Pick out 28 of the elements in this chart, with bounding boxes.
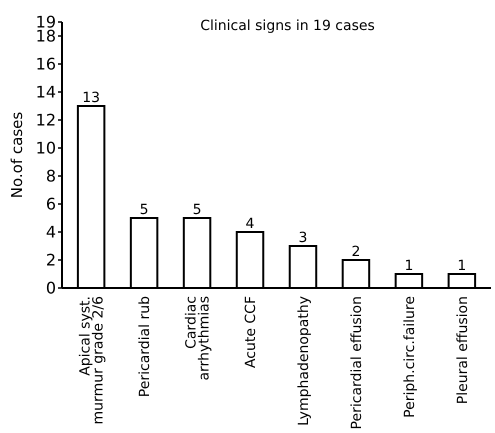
y-tick-label: 16 <box>36 54 56 74</box>
x-tick-label: Acute CCF <box>243 296 260 368</box>
y-tick-label: 14 <box>36 82 56 102</box>
y-tick-label: 0 <box>46 278 56 298</box>
y-tick-label: 12 <box>36 110 56 130</box>
y-tick-label: 18 <box>36 26 56 46</box>
y-tick-label: 8 <box>46 166 56 186</box>
y-tick-label: 10 <box>36 138 56 158</box>
y-axis-title: No.of cases <box>8 112 26 198</box>
y-tick-label: 6 <box>46 194 56 214</box>
data-label: 13 <box>82 90 100 106</box>
x-tick-label: Pericardial rub <box>137 296 154 398</box>
data-label: 5 <box>192 202 202 218</box>
data-label: 4 <box>246 216 255 232</box>
data-label: 2 <box>351 244 360 260</box>
data-label: 1 <box>404 258 414 274</box>
x-tick-label: Pericardial effusion <box>348 296 365 430</box>
x-tick-label: Pleural effusion <box>454 296 471 404</box>
y-tick-label: 4 <box>46 222 56 242</box>
x-tick-label: Lymphadenopathy <box>296 296 312 426</box>
data-label: 3 <box>298 230 308 246</box>
x-tick-label: Periph.circ.failure <box>402 296 418 418</box>
x-tick-label: Cardiac arrhythmias <box>184 296 213 381</box>
data-label: 1 <box>457 258 466 274</box>
chart-title: Clinical signs in 19 cases <box>200 18 375 34</box>
x-tick-label: Apical syst. murmur grade 2/6 <box>78 296 107 424</box>
y-tick-label: 2 <box>46 250 56 270</box>
data-label: 5 <box>140 202 149 218</box>
